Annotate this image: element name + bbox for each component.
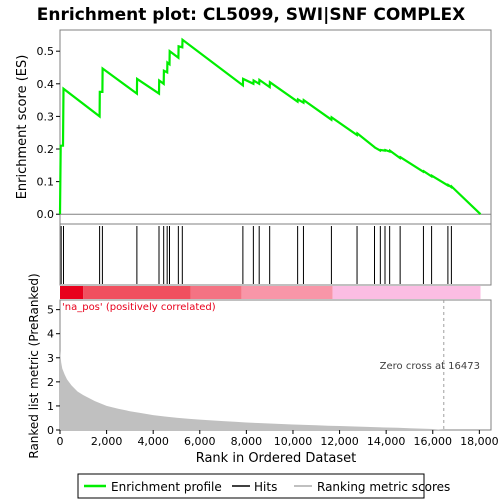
metric-y-ticks: 0 1 2 3 4 5 [47, 304, 60, 437]
hits-marks [60, 226, 452, 284]
legend-enrichment-label: Enrichment profile [111, 480, 222, 494]
x-tick-label: 18,000 [460, 435, 499, 448]
x-tick-label: 14,000 [367, 435, 406, 448]
metric-y-tick-label: 4 [47, 328, 54, 341]
es-y-tick-label: 0.4 [37, 78, 55, 91]
es-y-tick-label: 0.0 [37, 208, 55, 221]
heatmap-segment [332, 286, 481, 299]
chart-title: Enrichment plot: CL5099, SWI|SNF COMPLEX [37, 5, 465, 25]
x-tick-label: 10,000 [274, 435, 313, 448]
es-y-tick-label: 0.2 [37, 143, 55, 156]
es-y-tick-label: 0.5 [37, 45, 55, 58]
positive-correlation-label: 'na_pos' (positively correlated) [62, 302, 216, 313]
es-y-tick-label: 0.1 [37, 176, 55, 189]
zero-cross-label: Zero cross at 16473 [380, 361, 480, 372]
legend-hits-label: Hits [254, 480, 277, 494]
ranking-metric-area [60, 350, 444, 430]
x-tick-label: 8,000 [231, 435, 263, 448]
x-tick-label: 6,000 [184, 435, 216, 448]
heatmap-segment [190, 286, 242, 299]
metric-y-tick-label: 5 [47, 304, 54, 317]
es-y-tick-label: 0.3 [37, 110, 55, 123]
es-y-axis-label: Enrichment score (ES) [15, 55, 30, 200]
legend-metric-label: Ranking metric scores [317, 480, 450, 494]
metric-y-axis-label: Ranked list metric (PreRanked) [27, 273, 41, 458]
es-y-ticks: 0.0 0.1 0.2 0.3 0.4 0.5 [37, 45, 60, 221]
enrichment-profile-line [58, 37, 482, 215]
x-tick-label: 2,000 [91, 435, 123, 448]
es-panel-frame [59, 29, 492, 225]
x-tick-label: 16,000 [414, 435, 453, 448]
heatmap-segment [60, 286, 84, 299]
x-tick-label: 12,000 [320, 435, 359, 448]
x-axis-label: Rank in Ordered Dataset [196, 451, 357, 466]
metric-y-tick-label: 3 [47, 352, 54, 365]
metric-y-tick-label: 1 [47, 400, 54, 413]
heatmap-segment [241, 286, 333, 299]
metric-y-tick-label: 0 [47, 424, 54, 437]
x-tick-label: 4,000 [137, 435, 169, 448]
ranking-heatmap [60, 286, 481, 299]
legend-box [77, 473, 425, 499]
metric-panel-frame [59, 299, 492, 431]
heatmap-segment [83, 286, 191, 299]
x-tick-label: 0 [57, 435, 64, 448]
hits-panel-frame [59, 223, 492, 286]
x-axis-ticks: 0 2,000 4,000 6,000 8,000 10,000 12,000 14,000 1… [57, 430, 499, 448]
metric-y-tick-label: 2 [47, 376, 54, 389]
legend: Enrichment profile Hits Ranking metric s… [77, 473, 450, 499]
